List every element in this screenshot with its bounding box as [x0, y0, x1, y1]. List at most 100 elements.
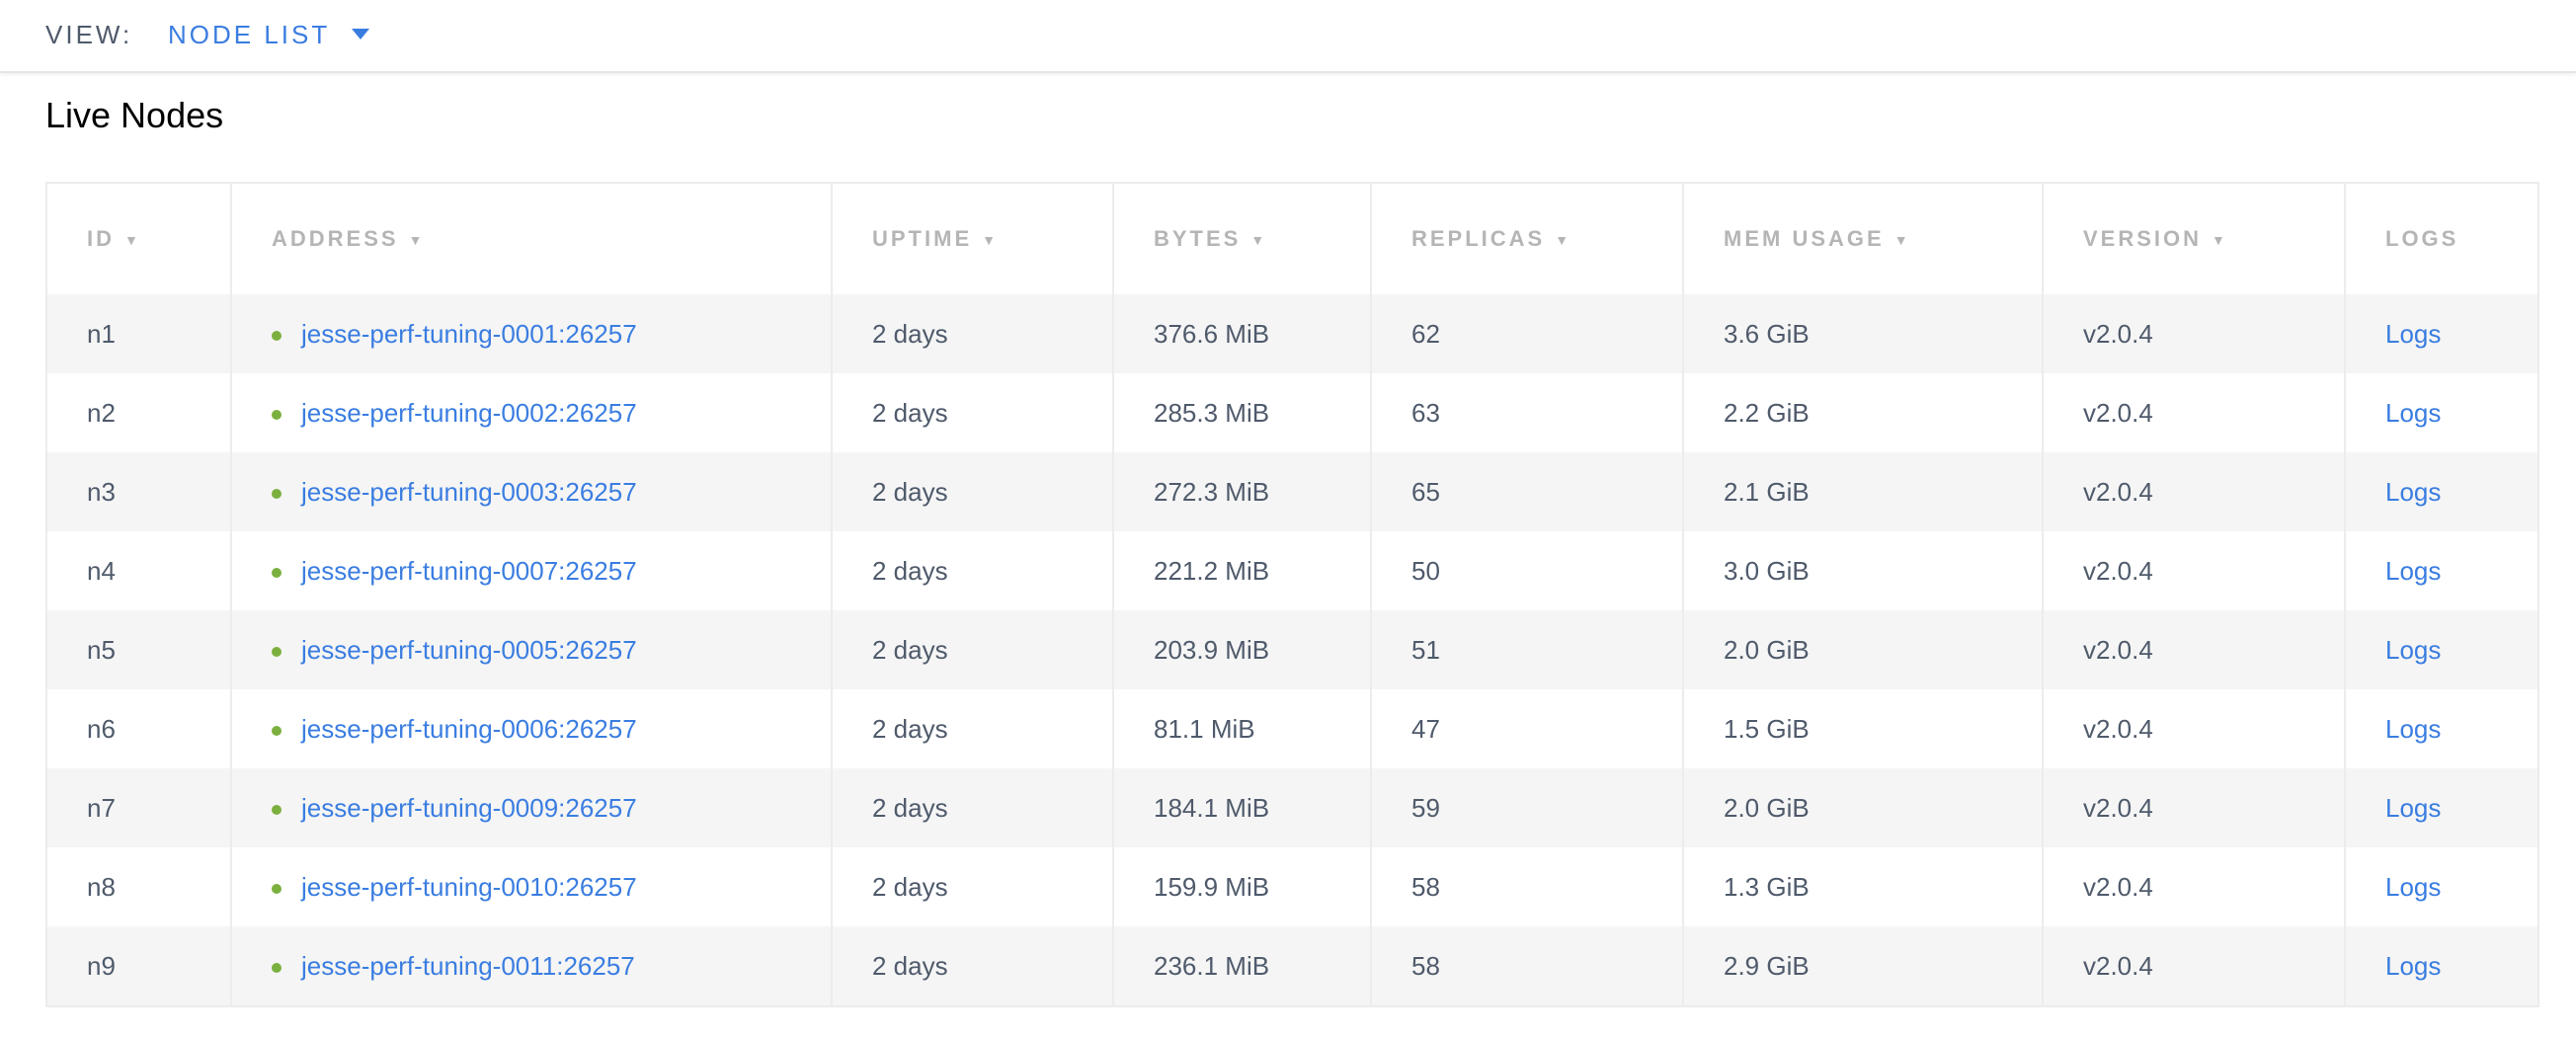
sort-arrow-icon: ▼ — [408, 232, 426, 249]
cell-address: jesse-perf-tuning-0003:26257 — [230, 452, 833, 531]
cell-address: jesse-perf-tuning-0007:26257 — [230, 531, 833, 610]
cell-uptime: 2 days — [831, 294, 1114, 373]
cell-mem-usage: 1.5 GiB — [1682, 689, 2044, 768]
column-header-label: MEM USAGE — [1724, 226, 1885, 251]
cell-id: n3 — [45, 452, 232, 531]
node-address-link[interactable]: jesse-perf-tuning-0001:26257 — [301, 318, 637, 349]
cell-version: v2.0.4 — [2042, 294, 2346, 373]
node-address-link[interactable]: jesse-perf-tuning-0010:26257 — [301, 871, 637, 902]
cell-bytes: 203.9 MiB — [1112, 610, 1372, 689]
cell-replicas: 50 — [1370, 531, 1684, 610]
column-header-label: ADDRESS — [272, 226, 399, 251]
view-bar: VIEW: NODE LIST — [0, 0, 2576, 73]
table-row: n5 jesse-perf-tuning-0005:26257 2 days 2… — [45, 610, 2539, 689]
logs-link[interactable]: Logs — [2385, 476, 2442, 507]
cell-uptime: 2 days — [831, 689, 1114, 768]
sort-arrow-icon: ▼ — [1893, 232, 1911, 249]
cell-address: jesse-perf-tuning-0005:26257 — [230, 610, 833, 689]
view-dropdown-value: NODE LIST — [168, 20, 331, 49]
cell-bytes: 81.1 MiB — [1112, 689, 1372, 768]
cell-uptime: 2 days — [831, 610, 1114, 689]
cell-address: jesse-perf-tuning-0006:26257 — [230, 689, 833, 768]
status-live-icon — [272, 646, 282, 657]
cell-version: v2.0.4 — [2042, 768, 2346, 847]
cell-replicas: 51 — [1370, 610, 1684, 689]
cell-logs: Logs — [2344, 294, 2539, 373]
cell-id: n4 — [45, 531, 232, 610]
view-dropdown[interactable]: NODE LIST — [168, 20, 370, 50]
cell-version: v2.0.4 — [2042, 531, 2346, 610]
cell-uptime: 2 days — [831, 452, 1114, 531]
cell-replicas: 59 — [1370, 768, 1684, 847]
node-address-link[interactable]: jesse-perf-tuning-0005:26257 — [301, 634, 637, 665]
cell-bytes: 272.3 MiB — [1112, 452, 1372, 531]
cell-version: v2.0.4 — [2042, 926, 2346, 1006]
logs-link[interactable]: Logs — [2385, 871, 2442, 902]
cell-id: n8 — [45, 847, 232, 926]
node-address-link[interactable]: jesse-perf-tuning-0003:26257 — [301, 476, 637, 507]
node-address-link[interactable]: jesse-perf-tuning-0006:26257 — [301, 713, 637, 744]
node-address-link[interactable]: jesse-perf-tuning-0002:26257 — [301, 397, 637, 428]
cell-logs: Logs — [2344, 373, 2539, 452]
node-address-link[interactable]: jesse-perf-tuning-0009:26257 — [301, 792, 637, 823]
table-row: n3 jesse-perf-tuning-0003:26257 2 days 2… — [45, 452, 2539, 531]
status-live-icon — [272, 488, 282, 499]
cell-mem-usage: 1.3 GiB — [1682, 847, 2044, 926]
sort-arrow-icon: ▼ — [1250, 232, 1268, 249]
status-live-icon — [272, 567, 282, 578]
cell-address: jesse-perf-tuning-0001:26257 — [230, 294, 833, 373]
column-header-label: REPLICAS — [1411, 226, 1546, 251]
table-row: n1 jesse-perf-tuning-0001:26257 2 days 3… — [45, 294, 2539, 373]
logs-link[interactable]: Logs — [2385, 397, 2442, 428]
cell-version: v2.0.4 — [2042, 847, 2346, 926]
node-address-link[interactable]: jesse-perf-tuning-0007:26257 — [301, 555, 637, 586]
cell-mem-usage: 2.2 GiB — [1682, 373, 2044, 452]
cell-id: n7 — [45, 768, 232, 847]
sort-arrow-icon: ▼ — [124, 232, 141, 249]
cell-replicas: 63 — [1370, 373, 1684, 452]
cell-mem-usage: 3.0 GiB — [1682, 531, 2044, 610]
cell-id: n6 — [45, 689, 232, 768]
column-header-bytes[interactable]: BYTES ▼ — [1112, 183, 1372, 294]
cell-replicas: 58 — [1370, 926, 1684, 1006]
column-header-label: VERSION — [2083, 226, 2203, 251]
cell-bytes: 221.2 MiB — [1112, 531, 1372, 610]
logs-link[interactable]: Logs — [2385, 634, 2442, 665]
cell-version: v2.0.4 — [2042, 373, 2346, 452]
logs-link[interactable]: Logs — [2385, 555, 2442, 586]
status-live-icon — [272, 804, 282, 815]
logs-link[interactable]: Logs — [2385, 318, 2442, 349]
cell-logs: Logs — [2344, 768, 2539, 847]
cell-bytes: 376.6 MiB — [1112, 294, 1372, 373]
cell-bytes: 285.3 MiB — [1112, 373, 1372, 452]
node-address-link[interactable]: jesse-perf-tuning-0011:26257 — [301, 950, 635, 981]
logs-link[interactable]: Logs — [2385, 950, 2442, 981]
cell-id: n9 — [45, 926, 232, 1006]
table-header-row: ID ▼ ADDRESS ▼ UPTIME ▼ BYTES ▼ REPLICAS ▼ MEM USA… — [45, 183, 2539, 294]
page-title: Live Nodes — [45, 95, 224, 135]
column-header-replicas[interactable]: REPLICAS ▼ — [1370, 183, 1684, 294]
cell-replicas: 65 — [1370, 452, 1684, 531]
column-header-address[interactable]: ADDRESS ▼ — [230, 183, 833, 294]
cell-uptime: 2 days — [831, 531, 1114, 610]
logs-link[interactable]: Logs — [2385, 792, 2442, 823]
cell-address: jesse-perf-tuning-0009:26257 — [230, 768, 833, 847]
cell-version: v2.0.4 — [2042, 610, 2346, 689]
column-header-version[interactable]: VERSION ▼ — [2042, 183, 2346, 294]
status-live-icon — [272, 409, 282, 420]
status-live-icon — [272, 962, 282, 973]
cell-uptime: 2 days — [831, 926, 1114, 1006]
cell-version: v2.0.4 — [2042, 452, 2346, 531]
cell-address: jesse-perf-tuning-0002:26257 — [230, 373, 833, 452]
cell-mem-usage: 2.9 GiB — [1682, 926, 2044, 1006]
column-header-uptime[interactable]: UPTIME ▼ — [831, 183, 1114, 294]
logs-link[interactable]: Logs — [2385, 713, 2442, 744]
column-header-label: UPTIME — [872, 226, 973, 251]
column-header-mem[interactable]: MEM USAGE ▼ — [1682, 183, 2044, 294]
nodes-table: ID ▼ ADDRESS ▼ UPTIME ▼ BYTES ▼ REPLICAS ▼ MEM USA… — [45, 182, 2539, 1007]
cell-address: jesse-perf-tuning-0010:26257 — [230, 847, 833, 926]
table-row: n4 jesse-perf-tuning-0007:26257 2 days 2… — [45, 531, 2539, 610]
caret-down-icon — [352, 28, 370, 40]
column-header-id[interactable]: ID ▼ — [45, 183, 232, 294]
status-live-icon — [272, 725, 282, 736]
